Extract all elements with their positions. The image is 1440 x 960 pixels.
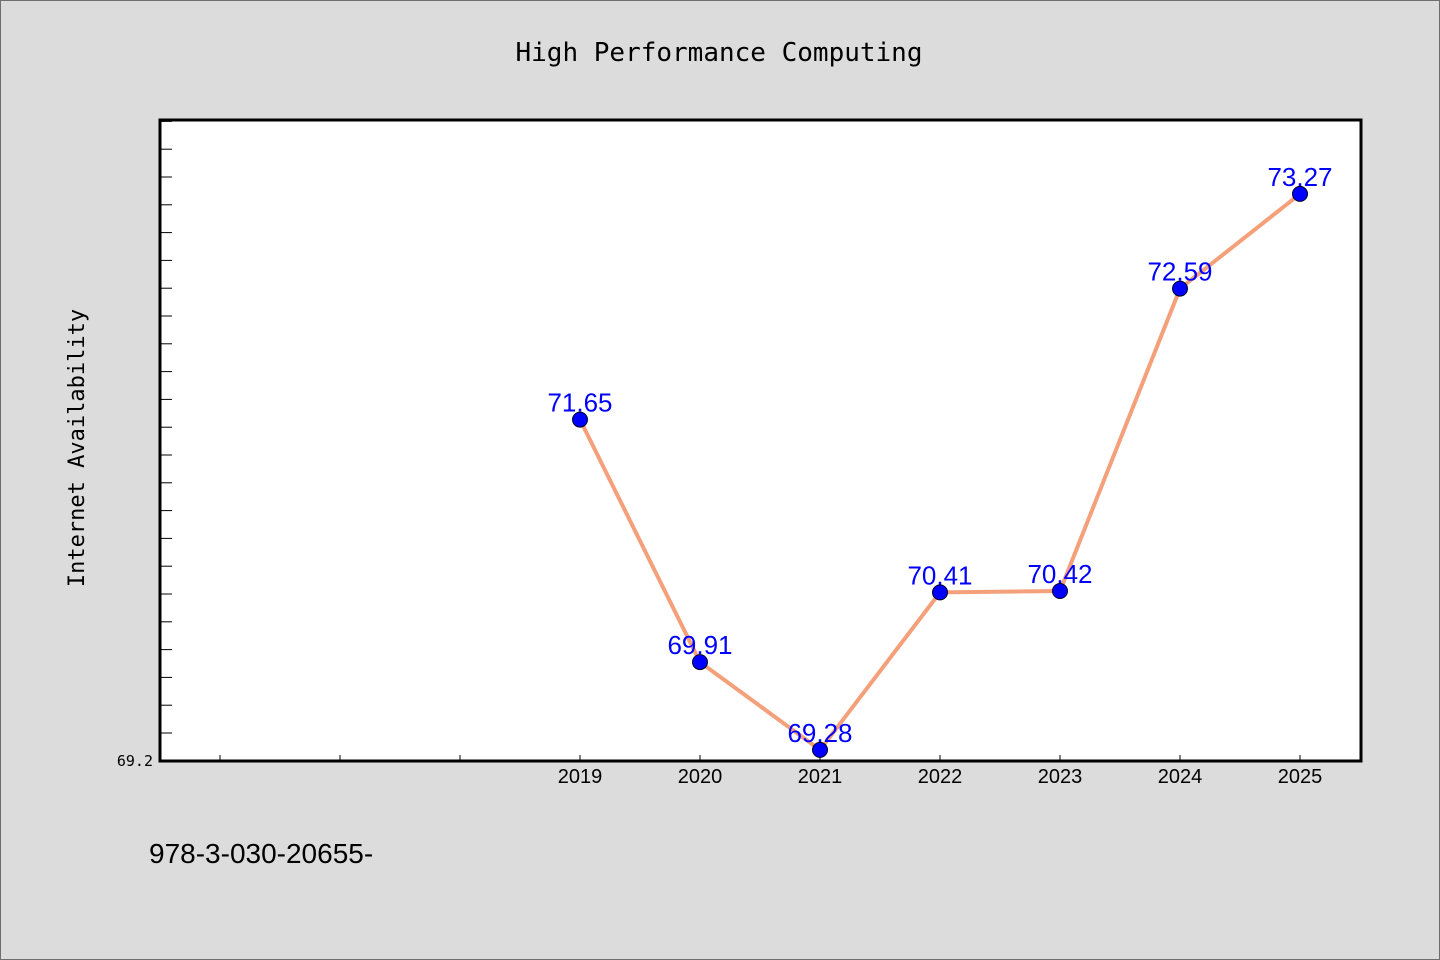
x-tick-label: 2020	[678, 766, 723, 788]
data-point	[692, 654, 708, 671]
x-tick-label: 2019	[558, 766, 603, 788]
x-tick-label: 2024	[1158, 766, 1203, 788]
x-tick-label: 2021	[798, 766, 843, 788]
y-tick-label-min: 69.2	[117, 752, 153, 770]
data-point	[812, 741, 828, 758]
y-axis-label: Internet Availability	[65, 309, 90, 587]
data-label: 72.59	[1147, 257, 1212, 287]
data-label: 70.42	[1027, 559, 1092, 589]
data-point	[932, 584, 948, 601]
data-label: 70.41	[907, 560, 972, 590]
data-point	[572, 411, 588, 428]
x-tick-label: 2023	[1038, 766, 1083, 788]
data-label-group: 71.65 69.91 69.28 70.41 70.42 72.59 73.27	[547, 162, 1332, 748]
x-tick-labels: 2019 2020 2021 2022 2023 2024 2025	[558, 766, 1323, 788]
data-point	[1052, 583, 1068, 599]
chart-title: High Performance Computing	[516, 38, 923, 68]
x-tick-label: 2025	[1278, 766, 1323, 788]
x-tick-label: 2022	[918, 766, 963, 788]
axis-ticks	[160, 120, 1301, 761]
plot-border	[158, 118, 1363, 763]
plot-area	[160, 120, 1361, 761]
data-point-group	[572, 185, 1308, 758]
data-label: 69.28	[787, 718, 852, 748]
data-label: 71.65	[547, 388, 612, 418]
footer-isbn-text: 978-3-030-20655-	[149, 838, 373, 869]
data-point	[1292, 185, 1308, 202]
data-label: 69.91	[667, 630, 732, 660]
data-point	[1172, 280, 1188, 297]
data-label: 73.27	[1267, 162, 1332, 192]
